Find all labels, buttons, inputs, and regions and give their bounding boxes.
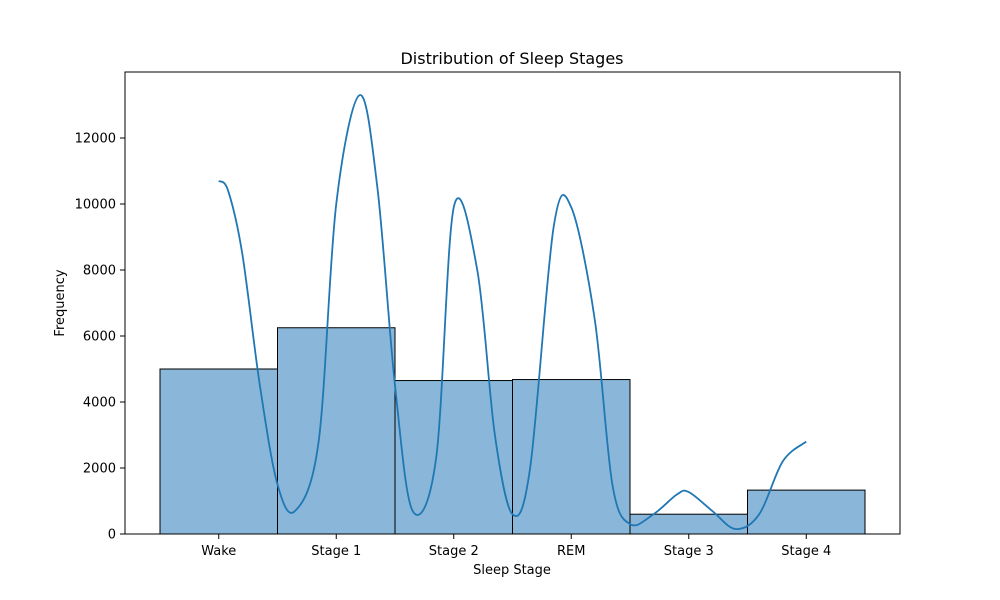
x-tick-label: Stage 1 (311, 544, 361, 559)
bar-stage-4 (747, 489, 866, 535)
y-tick-label: 2000 (83, 462, 116, 477)
bar-wake (159, 368, 278, 535)
kde-group (218, 94, 807, 530)
x-tick-label: Stage 2 (429, 544, 479, 559)
y-tick-label: 6000 (83, 330, 116, 345)
bar-stage-2 (394, 380, 513, 535)
x-tick-label: Wake (201, 544, 236, 559)
y-tick-label: 12000 (75, 132, 116, 147)
x-tick-label: Stage 4 (781, 544, 831, 559)
plot-frame (124, 71, 901, 535)
bar-stage-1 (277, 327, 396, 535)
y-tick-label: 8000 (83, 264, 116, 279)
y-axis: 0 2000 4000 6000 8000 10000 12000 (75, 132, 125, 543)
kde-curve (218, 94, 807, 530)
y-tick-label: 4000 (83, 396, 116, 411)
x-tick-label: Stage 3 (664, 544, 714, 559)
y-tick-label: 0 (108, 528, 116, 543)
bar-rem (512, 379, 631, 535)
x-axis: Wake Stage 1 Stage 2 REM Stage 3 Stage 4 (201, 534, 831, 559)
y-tick-label: 10000 (75, 198, 116, 213)
x-tick-label: REM (557, 544, 585, 559)
y-axis-label: Frequency (53, 269, 68, 336)
bar-stage-3 (629, 513, 748, 535)
chart-title: Distribution of Sleep Stages (400, 49, 623, 68)
x-axis-label: Sleep Stage (473, 563, 551, 578)
